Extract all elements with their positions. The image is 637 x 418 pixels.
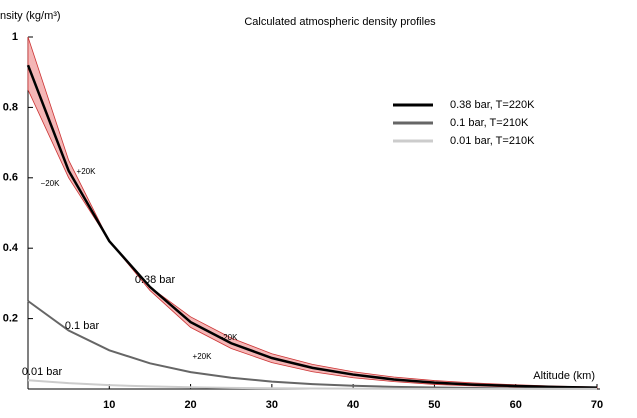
annotation: 0.01 bar [22,366,63,378]
series-line [27,379,598,390]
x-tick-label: 30 [266,399,278,411]
chart-title: Calculated atmospheric density profiles [244,16,436,28]
x-tick-label: 10 [103,399,115,411]
x-tick-label: 50 [428,399,440,411]
x-tick-label: 40 [347,399,359,411]
annotation: −20K [41,179,61,188]
annotation: 0.1 bar [65,320,100,332]
annotation: −20K [219,333,239,342]
y-tick-label: 1 [12,31,18,43]
annotation: +20K [77,167,97,176]
x-tick-label: 60 [510,399,522,411]
y-tick-label: 0.6 [3,172,18,184]
x-axis-label: Altitude (km) [533,370,595,382]
y-axis-label: Density (kg/m³) [0,10,61,22]
x-tick-label: 20 [184,399,196,411]
y-tick-label: 0.2 [3,313,18,325]
legend-label: 0.1 bar, T=210K [450,117,529,129]
legend-label: 0.38 bar, T=220K [450,99,535,111]
y-tick-label: 0.8 [3,101,18,113]
series-line [27,300,598,390]
uncertainty-band [27,36,598,389]
annotation: +20K [193,352,213,361]
legend-label: 0.01 bar, T=210K [450,135,535,147]
annotation: 0.38 bar [135,274,176,286]
x-tick-label: 70 [591,399,603,411]
series-line [26,64,598,389]
y-tick-label: 0.4 [3,242,19,254]
